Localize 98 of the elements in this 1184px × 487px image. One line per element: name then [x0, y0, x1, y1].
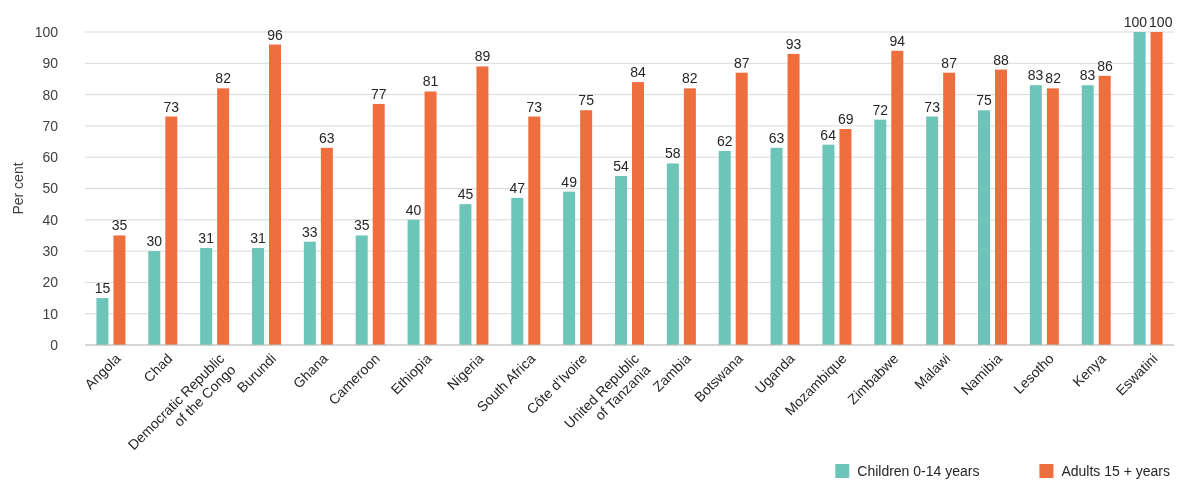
legend-label: Children 0-14 years [857, 462, 980, 479]
bar [511, 197, 524, 345]
bar [580, 110, 593, 345]
bar [735, 72, 748, 345]
data-label: 73 [924, 98, 941, 115]
bar [995, 69, 1007, 345]
bar [1098, 75, 1111, 345]
bar [355, 235, 368, 345]
bar [303, 241, 316, 345]
bar [666, 163, 679, 345]
data-label: 100 [1123, 14, 1148, 30]
bar [718, 150, 731, 345]
bar [96, 298, 109, 345]
bar [563, 191, 576, 345]
y-tick-label: 30 [42, 243, 59, 259]
data-label: 88 [993, 51, 1009, 68]
bar [1150, 32, 1163, 345]
bar [424, 91, 437, 345]
y-tick-label: 80 [42, 86, 59, 103]
y-tick-label: 20 [42, 274, 59, 291]
bar [1081, 85, 1094, 345]
data-label: 63 [319, 129, 335, 146]
y-tick-label: 100 [34, 23, 59, 40]
data-label: 69 [837, 111, 854, 128]
data-label: 45 [457, 186, 474, 203]
y-tick-label: 50 [42, 180, 59, 197]
bar [459, 204, 472, 345]
data-label: 96 [267, 26, 283, 43]
bar [165, 116, 178, 345]
bar [943, 72, 956, 345]
data-label: 58 [665, 145, 681, 162]
bar [113, 235, 126, 345]
bar [148, 251, 161, 345]
y-axis-title: Per cent [9, 162, 26, 215]
bar [269, 44, 281, 345]
data-label: 54 [613, 157, 629, 174]
bar [476, 66, 489, 345]
data-label: 77 [370, 85, 387, 102]
data-label: 31 [250, 229, 266, 246]
data-label: 40 [405, 201, 422, 218]
bar [372, 103, 385, 345]
data-label: 35 [353, 217, 370, 234]
bar [978, 110, 990, 345]
data-label: 87 [941, 54, 958, 71]
bar [874, 119, 887, 345]
y-tick-label: 60 [42, 149, 59, 166]
y-tick-label: 70 [42, 117, 59, 134]
data-label: 83 [1027, 67, 1044, 84]
bar [528, 116, 541, 345]
data-label: 30 [146, 233, 163, 250]
data-label: 83 [1079, 67, 1096, 84]
bar [1029, 85, 1042, 345]
bar [615, 175, 627, 345]
data-label: 35 [111, 217, 128, 234]
bar [770, 147, 783, 345]
bar [787, 53, 800, 345]
data-label: 33 [302, 223, 318, 240]
data-label: 81 [422, 73, 439, 90]
bar [320, 147, 333, 345]
data-label: 82 [682, 70, 698, 87]
data-label: 75 [578, 92, 595, 109]
bar [1133, 32, 1146, 345]
bar [926, 116, 939, 345]
data-label: 49 [561, 173, 578, 190]
bar [1046, 88, 1059, 345]
data-label: 87 [733, 54, 750, 71]
bar [200, 247, 213, 345]
data-label: 100 [1149, 14, 1173, 30]
bar [891, 50, 904, 345]
bar [217, 88, 230, 345]
y-tick-label: 10 [42, 305, 59, 322]
y-tick-label: 40 [42, 211, 59, 228]
y-tick-label: 90 [42, 55, 59, 72]
data-label: 82 [1045, 70, 1062, 87]
data-label: 94 [889, 32, 906, 49]
bar [839, 129, 852, 345]
bar [407, 219, 420, 345]
bar [252, 247, 264, 345]
data-label: 84 [630, 64, 646, 81]
data-label: 31 [198, 229, 215, 246]
data-label: 72 [872, 101, 889, 118]
data-label: 62 [716, 132, 733, 149]
data-label: 64 [820, 126, 837, 143]
bar [632, 82, 644, 345]
data-label: 93 [785, 35, 802, 52]
data-label: 47 [509, 179, 526, 196]
y-tick-label: 0 [50, 336, 59, 353]
data-label: 73 [526, 98, 543, 115]
data-label: 73 [163, 98, 180, 115]
data-label: 86 [1097, 57, 1113, 74]
bar [822, 144, 835, 345]
legend-label: Adults 15 + years [1061, 462, 1170, 479]
data-label: 15 [94, 280, 111, 297]
data-label: 82 [215, 70, 232, 87]
data-label: 63 [768, 129, 785, 146]
bar [683, 88, 696, 345]
data-label: 75 [976, 92, 992, 109]
data-label: 89 [474, 48, 491, 65]
